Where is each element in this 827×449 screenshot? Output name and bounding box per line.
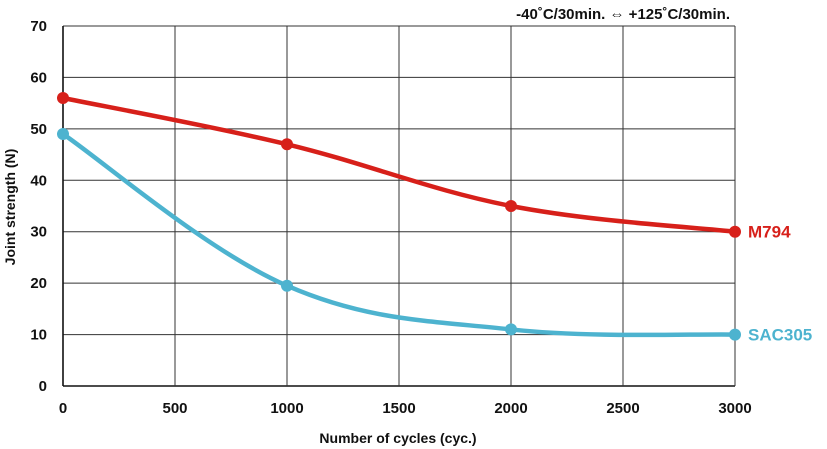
x-tick-label: 2500 (606, 400, 639, 417)
y-tick-label: 40 (30, 172, 47, 189)
y-tick-label: 70 (30, 18, 47, 35)
data-point-m794 (281, 138, 293, 151)
data-point-m794 (729, 225, 741, 238)
y-tick-label: 0 (39, 378, 47, 395)
y-tick-label: 20 (30, 275, 47, 292)
data-point-sac305 (505, 323, 517, 336)
x-axis-title: Number of cycles (cyc.) (319, 430, 476, 446)
series-lines (60, 95, 738, 338)
y-axis-ticks: 0 10 20 30 40 50 60 70 (30, 18, 47, 395)
series-line-m794 (60, 95, 738, 234)
x-tick-label: 2000 (494, 400, 527, 417)
y-axis-title: Joint strength (N) (2, 149, 18, 266)
series-label-m794: M794 (748, 223, 791, 242)
y-tick-label: 50 (30, 121, 47, 138)
y-tick-label: 30 (30, 224, 47, 241)
data-point-m794 (57, 92, 69, 104)
y-tick-label: 60 (30, 69, 47, 86)
x-tick-label: 1500 (382, 400, 415, 417)
y-tick-label: 10 (30, 327, 47, 344)
grid (62, 25, 736, 387)
data-point-m794 (505, 200, 517, 212)
data-point-sac305 (57, 128, 69, 140)
series-label-sac305: SAC305 (748, 326, 812, 345)
test-condition-annotation: -40˚C/30min. ⇔ +125˚C/30min. (516, 6, 730, 23)
x-tick-label: 3000 (718, 400, 751, 417)
series-line-sac305 (60, 131, 738, 338)
series-points (57, 92, 741, 341)
x-tick-label: 1000 (270, 400, 303, 417)
data-point-sac305 (729, 328, 741, 341)
data-point-sac305 (281, 279, 293, 292)
x-tick-label: 0 (59, 400, 67, 417)
series-labels: M794 SAC305 (748, 223, 812, 345)
x-tick-label: 500 (162, 400, 187, 417)
x-axis-ticks: 0 500 1000 1500 2000 2500 3000 (59, 400, 752, 417)
